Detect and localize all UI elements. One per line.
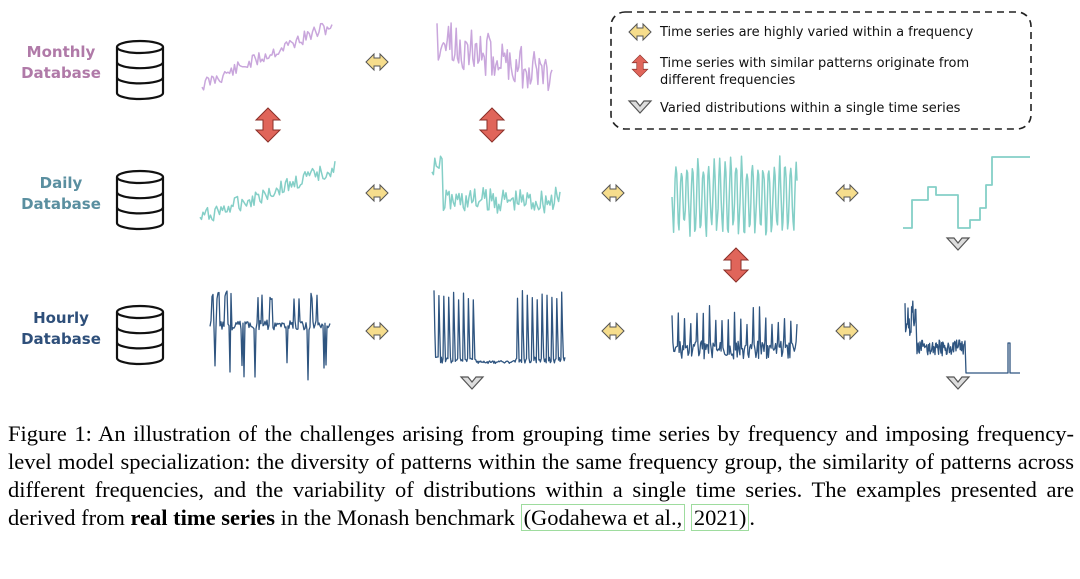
- chevron-icon-daily-4: [945, 237, 971, 251]
- hourly-database-icon: [115, 304, 165, 366]
- legend-item-2-line1: Time series with similar patterns origin…: [660, 56, 970, 71]
- daily-db-label: Daily Database: [6, 173, 116, 215]
- monthly-db-label: Monthly Database: [6, 42, 116, 84]
- hourly-series-2: [433, 290, 566, 365]
- daily-series-2: [431, 155, 561, 214]
- legend-box: [610, 11, 1032, 130]
- horizontal-arrow-hourly-3: [835, 321, 859, 341]
- hourly-series-1: [209, 290, 331, 381]
- daily-database-icon: [115, 169, 165, 231]
- hourly-label-line2: Database: [21, 330, 101, 348]
- legend-item-2: Time series with similar patterns origin…: [660, 55, 969, 89]
- vertical-arrow-monthly-daily-2: [478, 107, 506, 143]
- vertical-arrow-daily-hourly: [722, 247, 750, 283]
- caption-end: .: [749, 505, 755, 530]
- legend-item-3: Varied distributions within a single tim…: [660, 101, 961, 116]
- monthly-label-line1: Monthly: [26, 43, 96, 61]
- monthly-series-2: [436, 22, 553, 92]
- horizontal-arrow-monthly-1: [365, 52, 389, 72]
- horizontal-arrow-hourly-2: [601, 321, 625, 341]
- caption-text-part1: Figure 1: An illustration of the challen…: [8, 421, 1074, 530]
- horizontal-arrow-daily-2: [601, 183, 625, 203]
- daily-series-1: [199, 161, 336, 222]
- chevron-icon-hourly-4: [945, 376, 971, 390]
- daily-series-4: [903, 156, 1030, 229]
- daily-label-line2: Database: [21, 195, 101, 213]
- legend-item-2-line2: different frequencies: [660, 73, 796, 88]
- legend-chevron-icon: [627, 100, 653, 114]
- figure: Monthly Database Daily Database Hourly D…: [6, 11, 1032, 390]
- hourly-series-4: [904, 300, 1020, 374]
- monthly-label-line2: Database: [21, 64, 101, 82]
- horizontal-arrow-daily-1: [365, 183, 389, 203]
- chevron-icon-hourly-2: [459, 376, 485, 390]
- citation-year-link[interactable]: 2021): [690, 504, 750, 531]
- vertical-arrow-monthly-daily-1: [254, 107, 282, 143]
- horizontal-arrow-hourly-1: [365, 321, 389, 341]
- horizontal-arrow-daily-3: [835, 183, 859, 203]
- monthly-database-icon: [115, 39, 165, 101]
- citation-author-link[interactable]: (Godahewa et al.,: [520, 504, 686, 531]
- legend-horizontal-arrow-icon: [628, 22, 652, 42]
- figure-canvas: [115, 11, 1032, 390]
- caption-text-part2: in the Monash benchmark: [274, 505, 521, 530]
- figure-caption: Figure 1: An illustration of the challen…: [8, 420, 1074, 532]
- daily-series-3: [671, 155, 798, 238]
- legend-vertical-arrow-icon: [631, 54, 649, 78]
- hourly-label-line1: Hourly: [33, 309, 89, 327]
- hourly-series-3: [671, 304, 798, 360]
- legend-item-1: Time series are highly varied within a f…: [660, 25, 974, 40]
- caption-bold: real time series: [130, 505, 275, 530]
- hourly-db-label: Hourly Database: [6, 308, 116, 350]
- monthly-series-1: [201, 22, 333, 91]
- daily-label-line1: Daily: [39, 174, 83, 192]
